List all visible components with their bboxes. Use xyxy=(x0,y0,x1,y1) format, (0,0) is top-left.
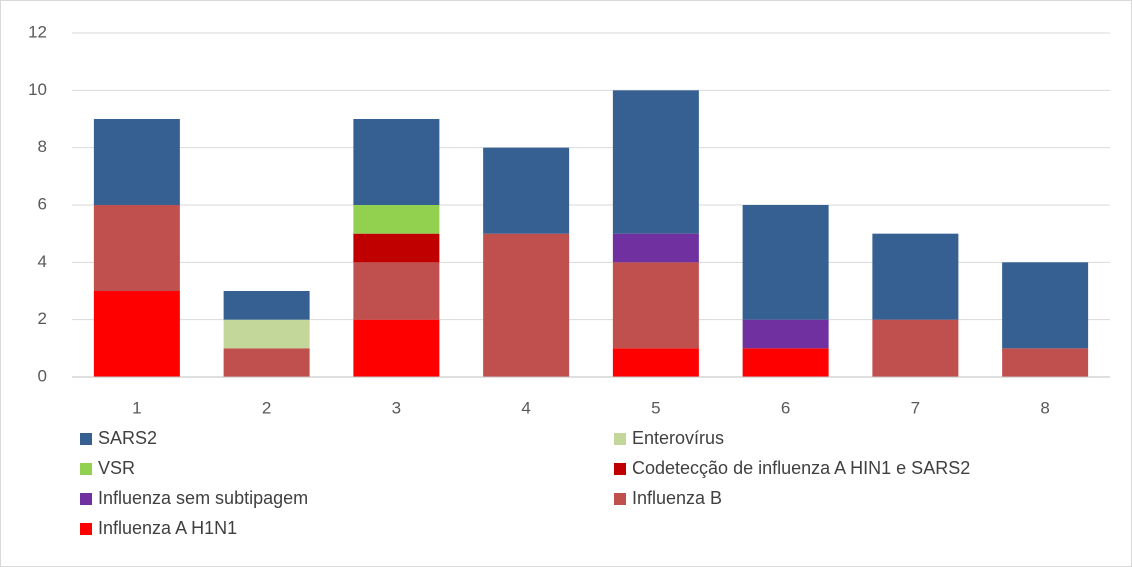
legend-swatch xyxy=(614,463,626,475)
bar-segment xyxy=(223,319,310,349)
bar-segment xyxy=(742,348,829,377)
x-tick-label: 8 xyxy=(1040,398,1049,417)
bar-segment xyxy=(742,205,829,320)
x-tick-label: 6 xyxy=(781,398,790,417)
y-tick-label: 2 xyxy=(38,309,47,328)
legend-swatch xyxy=(80,493,92,505)
legend-label: Enterovírus xyxy=(632,428,724,448)
bar-segment xyxy=(612,90,699,234)
bar-segment xyxy=(612,262,699,349)
bar-segment xyxy=(223,348,310,377)
legend-label: Influenza A H1N1 xyxy=(98,518,237,538)
bar-segment xyxy=(1002,348,1089,377)
legend-label: SARS2 xyxy=(98,428,157,448)
bar-segment xyxy=(612,348,699,377)
bar-segment xyxy=(93,291,180,377)
y-tick-label: 10 xyxy=(28,80,47,99)
legend-swatch xyxy=(614,493,626,505)
bar-segment xyxy=(353,119,440,205)
bar-segment xyxy=(1002,262,1089,349)
legend-label: VSR xyxy=(98,458,135,478)
bar-segment xyxy=(93,119,180,205)
y-tick-label: 0 xyxy=(38,366,47,385)
bar-segment xyxy=(353,205,440,234)
legend-swatch xyxy=(80,433,92,445)
legend-label: Influenza B xyxy=(632,488,722,508)
bar-segment xyxy=(483,147,570,234)
x-tick-label: 1 xyxy=(132,398,141,417)
x-tick-label: 5 xyxy=(651,398,660,417)
bar-segment xyxy=(612,233,699,263)
legend-swatch xyxy=(80,523,92,535)
legend-label: Codetecção de influenza A HIN1 e SARS2 xyxy=(632,458,970,478)
bar-segment xyxy=(353,233,440,263)
bar-segment xyxy=(742,319,829,349)
x-tick-label: 3 xyxy=(392,398,401,417)
y-tick-label: 8 xyxy=(38,137,47,156)
bar-segment xyxy=(223,291,310,320)
x-tick-label: 2 xyxy=(262,398,271,417)
x-tick-label: 4 xyxy=(521,398,530,417)
bar-segment xyxy=(872,233,959,320)
bar-segment xyxy=(872,319,959,377)
legend-swatch xyxy=(80,463,92,475)
y-tick-label: 4 xyxy=(38,252,47,271)
bar-segment xyxy=(93,205,180,291)
legend-swatch xyxy=(614,433,626,445)
y-tick-label: 12 xyxy=(28,22,47,41)
legend-label: Influenza sem subtipagem xyxy=(98,488,308,508)
bar-segment xyxy=(483,233,570,377)
bar-segment xyxy=(353,319,440,377)
x-tick-label: 7 xyxy=(911,398,920,417)
y-tick-label: 6 xyxy=(38,194,47,213)
bar-segment xyxy=(353,262,440,320)
